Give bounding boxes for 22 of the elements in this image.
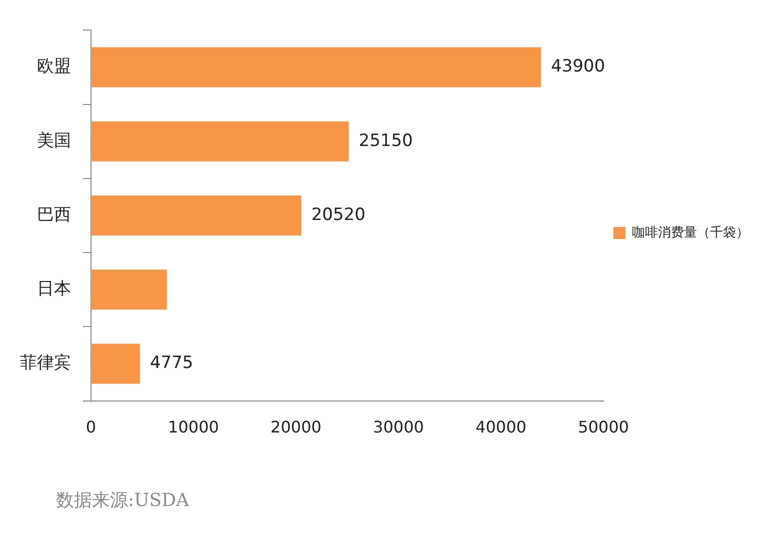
x-tick-label: 10000 (168, 418, 219, 437)
source-note: 数据来源:USDA (56, 489, 190, 512)
y-tick-label: 菲律宾 (20, 353, 71, 374)
legend-label: 咖啡消费量（千袋） (632, 225, 749, 240)
x-tick-label: 40000 (476, 418, 526, 437)
y-tick-label: 美国 (37, 130, 71, 151)
data-label: 4775 (150, 353, 194, 374)
x-tick-label: 30000 (373, 418, 424, 437)
x-tick-label: 50000 (578, 418, 629, 437)
y-tick-label: 巴西 (37, 204, 71, 225)
data-label: 43900 (550, 56, 606, 77)
bar (91, 47, 541, 88)
y-tick-label: 欧盟 (37, 56, 71, 77)
data-label: 25150 (358, 130, 413, 151)
bar (91, 121, 349, 162)
bar (91, 195, 302, 236)
bar (91, 344, 140, 384)
y-tick-label: 日本 (37, 279, 71, 300)
data-label: 20520 (311, 204, 366, 225)
x-tick-label: 20000 (270, 418, 322, 437)
x-tick-label: 0 (86, 418, 96, 437)
bar (91, 270, 167, 310)
